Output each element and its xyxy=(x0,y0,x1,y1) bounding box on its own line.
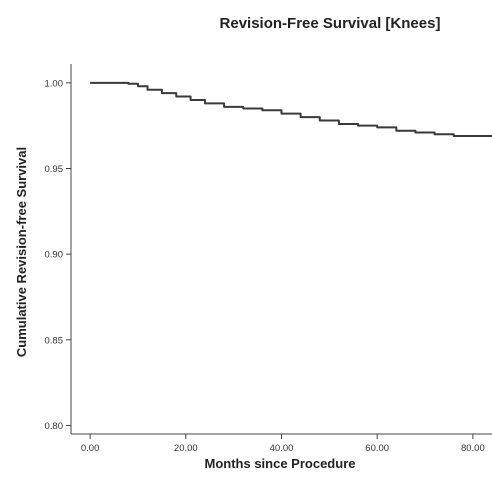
y-tick-label: 0.80 xyxy=(45,421,64,432)
y-tick-label: 0.95 xyxy=(45,164,64,175)
y-ticks: 0.80 0.85 0.90 0.95 1.00 xyxy=(45,78,71,432)
x-tick-label: 0.00 xyxy=(81,443,100,454)
chart-title: Revision-Free Survival [Knees] xyxy=(220,15,441,32)
survival-curve xyxy=(90,81,492,137)
y-axis-label: Cumulative Revision-free Survival xyxy=(14,147,29,357)
x-tick-label: 20.00 xyxy=(174,443,198,454)
y-tick-label: 0.85 xyxy=(45,335,64,346)
x-ticks: 0.00 20.00 40.00 60.00 80.00 xyxy=(81,434,485,454)
series-layer xyxy=(90,81,492,137)
y-tick-label: 0.90 xyxy=(45,250,64,261)
x-tick-label: 60.00 xyxy=(365,443,389,454)
x-axis-label: Months since Procedure xyxy=(205,456,356,471)
y-tick-label: 1.00 xyxy=(45,78,64,89)
x-tick-label: 80.00 xyxy=(461,443,485,454)
x-tick-label: 40.00 xyxy=(270,443,294,454)
